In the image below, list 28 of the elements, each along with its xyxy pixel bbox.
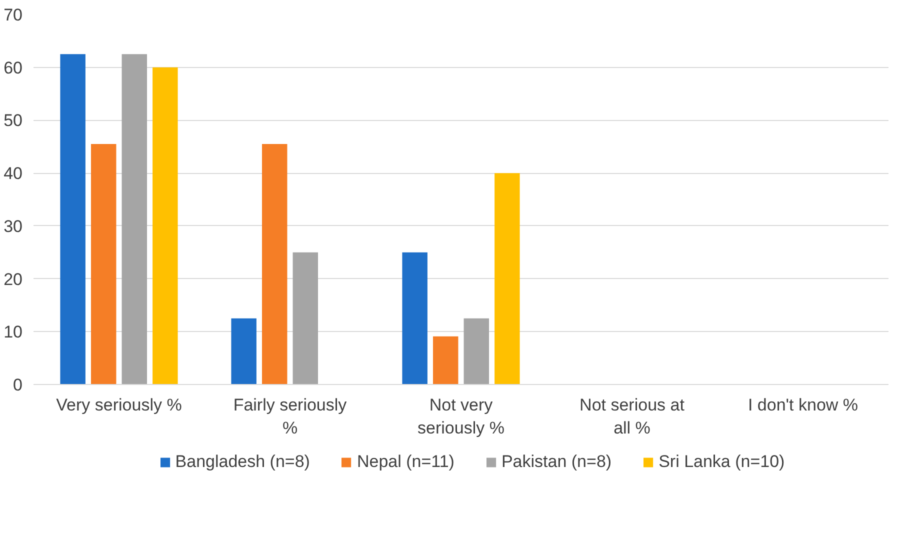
legend-label: Bangladesh (n=8) (175, 452, 310, 472)
bar (464, 318, 490, 384)
y-tick-label: 40 (4, 164, 23, 184)
legend-label: Pakistan (n=8) (501, 452, 612, 472)
y-tick-label: 10 (4, 322, 23, 342)
y-tick-label: 50 (4, 111, 23, 130)
y-tick-label: 0 (13, 376, 23, 394)
bar (432, 336, 458, 384)
legend-label: Nepal (n=11) (356, 452, 454, 472)
x-tick-label: Not very seriously % (418, 396, 504, 438)
bar (122, 54, 148, 384)
y-tick-label: 20 (4, 270, 23, 289)
bar (402, 252, 428, 384)
bar (262, 144, 288, 384)
bar (60, 54, 86, 384)
x-tick-label: Not serious at all % (580, 396, 685, 438)
x-tick-label: Fairly seriously % (233, 396, 348, 438)
y-tick-label: 70 (4, 6, 23, 24)
bar (292, 252, 318, 384)
legend-label: Sri Lanka (n=10) (658, 452, 785, 472)
bar (494, 173, 520, 384)
bar (90, 144, 116, 384)
bar (231, 318, 256, 384)
y-tick-label: 60 (4, 58, 23, 78)
x-tick-label: Very seriously % (56, 396, 182, 414)
x-tick-label: I don't know % (748, 396, 858, 414)
bar (152, 67, 178, 384)
y-tick-label: 30 (4, 216, 23, 236)
